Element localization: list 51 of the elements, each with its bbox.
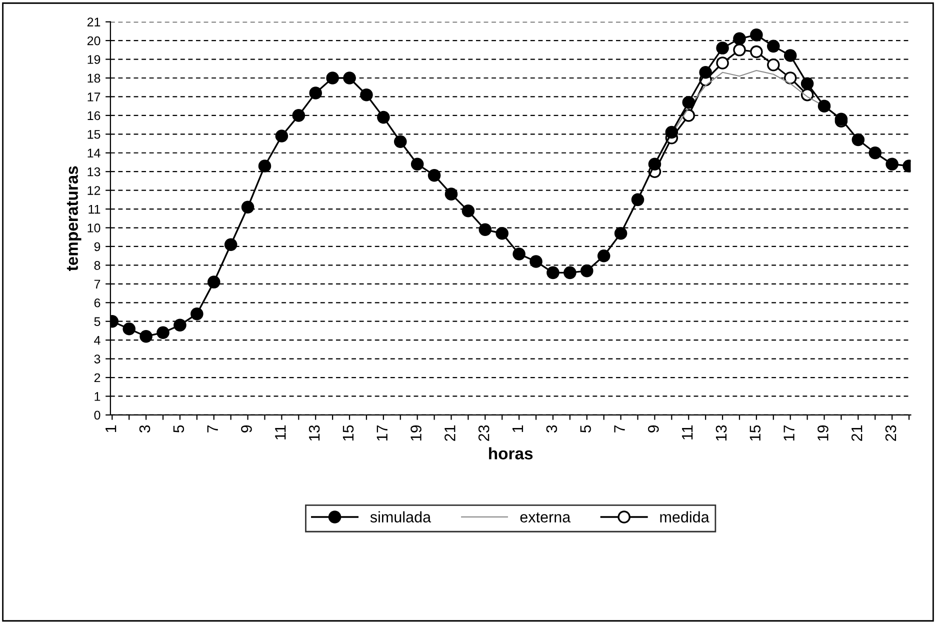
y-tick-label: 15 [88,130,100,139]
legend-label: externa [520,512,571,522]
x-tick-label: 7 [207,425,218,432]
x-tick-label: 9 [241,425,252,432]
y-tick-label: 11 [88,204,100,214]
x-tick-label: 17 [376,425,388,441]
y-tick-label: 14 [88,148,100,158]
x-tick-label: 3 [139,425,150,433]
x-axis-title: horas [489,447,533,460]
y-tick-label: 18 [88,74,100,83]
y-tick-label: 2 [94,373,100,382]
y-tick-label: 5 [94,317,100,326]
x-tick-label: 13 [716,425,727,441]
legend-label: simulada [370,511,432,522]
legend-label: medida [660,511,710,522]
x-tick-label: 15 [342,425,354,441]
x-tick-label: 1 [512,425,524,432]
y-tick-label: 19 [88,55,100,64]
y-tick-label: 1 [94,392,100,401]
x-tick-label: 9 [648,425,659,432]
y-tick-label: 21 [87,18,100,26]
y-tick-label: 20 [87,36,100,46]
y-tick-label: 7 [94,280,100,288]
y-tick-label: 13 [88,167,100,176]
x-tick-label: 21 [851,425,862,441]
y-axis-title: temperaturas [66,166,82,271]
x-tick-label: 17 [784,425,794,441]
y-tick-label: 17 [88,92,100,102]
x-tick-label: 11 [275,425,286,440]
x-tick-label: 21 [444,425,456,441]
x-tick-label: 15 [750,425,761,441]
y-tick-label: 16 [88,111,100,120]
y-tick-label: 4 [94,336,100,345]
x-tick-label: 5 [173,425,184,433]
y-tick-label: 8 [94,261,100,270]
x-tick-label: 19 [410,425,422,441]
x-tick-label: 5 [580,425,591,433]
x-tick-label: 23 [885,425,896,441]
y-tick-label: 0 [94,410,100,420]
y-tick-label: 6 [94,298,100,308]
x-tick-label: 11 [682,425,693,440]
x-tick-label: 7 [614,425,625,432]
x-tick-label: 13 [308,425,320,441]
y-tick-label: 12 [88,186,100,195]
y-tick-label: 10 [88,224,100,232]
y-tick-label: 9 [94,242,100,252]
x-tick-label: 3 [546,425,558,433]
y-tick-label: 3 [94,354,100,364]
x-tick-label: 19 [818,425,828,441]
x-tick-label: 1 [106,425,116,432]
x-tick-label: 23 [478,425,490,441]
